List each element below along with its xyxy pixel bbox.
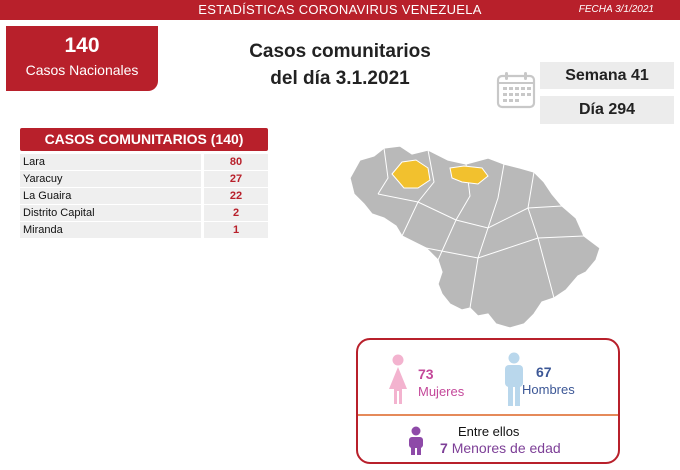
page-headline: Casos comunitarios del día 3.1.2021 [215,38,465,92]
national-cases-box: 140 Casos Nacionales [6,26,158,91]
state-cases: 2 [204,205,268,221]
table-row: Yaracuy 27 [20,171,268,187]
state-name: Miranda [20,222,201,238]
banner-date: FECHA 3/1/2021 [578,4,654,15]
headline-line-1: Casos comunitarios [249,41,431,62]
table-row: Lara 80 [20,154,268,170]
kids-line: 7 Menores de edad [440,440,561,456]
man-icon [505,352,523,406]
state-name: Yaracuy [20,171,201,187]
kids-count: 7 [440,440,448,456]
top-banner: ESTADÍSTICAS CORONAVIRUS VENEZUELA FECHA… [0,0,680,20]
state-name: Lara [20,154,201,170]
kids-intro: Entre ellos [458,424,520,439]
state-name: Distrito Capital [20,205,201,221]
women-count: 73 [418,366,434,382]
calendar-icon [496,72,536,109]
national-cases-label: Casos Nacionales [25,62,139,78]
table-row: La Guaira 22 [20,188,268,204]
men-count: 67 [536,364,552,380]
table-row: Distrito Capital 2 [20,205,268,221]
state-cases: 80 [204,154,268,170]
national-cases-count: 140 [64,34,100,57]
day-box: Día 294 [540,96,674,124]
community-cases-table: CASOS COMUNITARIOS (140) Lara 80 Yaracuy… [20,128,268,238]
state-cases: 27 [204,171,268,187]
woman-icon [389,354,407,404]
state-cases: 22 [204,188,268,204]
table-row: Miranda 1 [20,222,268,238]
kids-label: Menores de edad [451,440,561,456]
section-divider [358,414,618,416]
banner-title: ESTADÍSTICAS CORONAVIRUS VENEZUELA [198,2,482,17]
table-title: CASOS COMUNITARIOS (140) [20,128,268,151]
map-highlight-central [449,165,489,185]
headline-line-2: del día 3.1.2021 [270,68,410,89]
week-box: Semana 41 [540,62,674,89]
venezuela-map [349,145,601,329]
state-name: La Guaira [20,188,201,204]
women-label: Mujeres [418,384,465,399]
men-label: Hombres [522,382,575,397]
map-highlight-west [391,159,431,189]
state-cases: 1 [204,222,268,238]
gender-summary-box: 73 Mujeres 67 Hombres Entre ellos 7 Meno… [356,338,620,464]
child-icon [409,426,423,455]
